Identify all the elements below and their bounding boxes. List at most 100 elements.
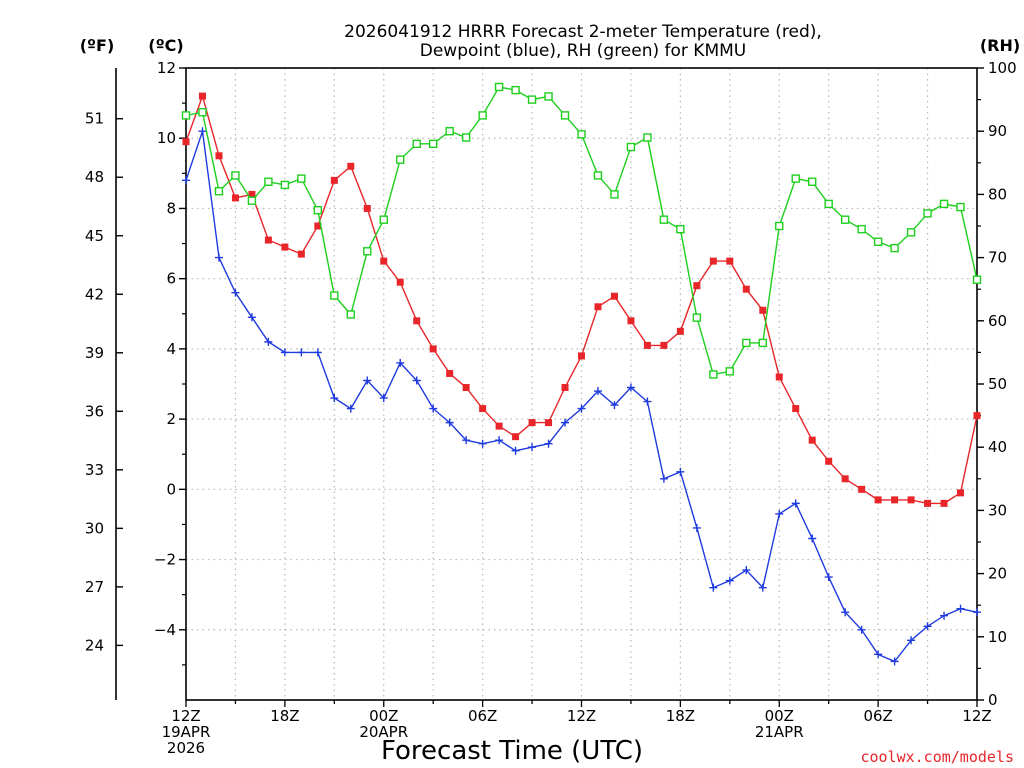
temperature-point xyxy=(446,369,454,377)
rh-point xyxy=(478,111,487,120)
rh-point xyxy=(857,224,866,234)
rh-tick-label: 80 xyxy=(988,185,1007,203)
x-axis-label: Forecast Time (UTC) xyxy=(381,736,643,766)
dewpoint-point xyxy=(544,439,553,448)
x-tick-label: 12Z xyxy=(962,707,991,725)
rh-tick-label: 50 xyxy=(988,375,1007,393)
temperature-point xyxy=(825,457,833,465)
dewpoint-point xyxy=(626,383,635,392)
rh-point xyxy=(280,180,290,190)
rh-tick-label: 0 xyxy=(988,691,998,709)
dewpoint-line xyxy=(185,130,978,663)
rh-point xyxy=(643,133,652,142)
dewpoint-point xyxy=(692,523,701,532)
temperature-point xyxy=(479,405,487,413)
temperature-point xyxy=(248,190,256,198)
rh-point xyxy=(379,215,388,224)
x-tick-label: 18Z xyxy=(270,707,299,725)
temperature-point xyxy=(742,285,750,293)
dewpoint-point xyxy=(264,337,273,346)
dewpoint-point xyxy=(659,474,668,483)
dewpoint-point xyxy=(528,443,537,452)
dewpoint-point xyxy=(593,387,602,396)
celsius-axis-unit: (ºC) xyxy=(148,36,183,55)
axes: 121086420−2−4514845423936333027241009080… xyxy=(85,59,1017,757)
temperature-point xyxy=(264,236,272,244)
rh-point xyxy=(676,224,685,234)
chart-title-line2: Dewpoint (blue), RH (green) for KMMU xyxy=(420,41,747,61)
dewpoint-point xyxy=(709,583,718,592)
fahrenheit-tick-label: 24 xyxy=(85,636,104,654)
rh-point xyxy=(972,275,982,284)
temperature-point xyxy=(874,496,882,504)
rh-tick-label: 90 xyxy=(988,122,1007,140)
dewpoint-point xyxy=(643,397,652,406)
rh-point xyxy=(445,126,454,136)
x-tick-label: 20APR xyxy=(359,723,408,741)
rh-point xyxy=(428,139,438,149)
rh-point xyxy=(363,247,372,256)
dewpoint-point xyxy=(247,313,256,322)
rh-point xyxy=(593,171,603,180)
dewpoint-point xyxy=(890,657,899,666)
x-tick-label: 06Z xyxy=(863,707,892,725)
temperature-point xyxy=(429,345,437,353)
dewpoint-point xyxy=(973,608,981,617)
dewpoint-point xyxy=(824,573,833,582)
temperature-point xyxy=(561,384,569,392)
rh-point xyxy=(824,199,833,209)
dewpoint-point xyxy=(808,534,817,543)
x-tick-label: 06Z xyxy=(468,707,497,725)
rh-point xyxy=(461,133,471,142)
temperature-point xyxy=(330,176,338,184)
rh-point xyxy=(511,85,520,95)
temperature-point xyxy=(182,138,190,146)
temperature-point xyxy=(841,475,849,483)
rh-point xyxy=(692,313,702,322)
rh-point xyxy=(709,370,718,379)
fahrenheit-tick-label: 33 xyxy=(85,461,104,479)
dewpoint-point xyxy=(791,499,800,508)
rh-point xyxy=(247,196,257,205)
temperature-point xyxy=(792,405,800,413)
temperature-point xyxy=(462,384,470,392)
rh-point xyxy=(412,139,421,149)
dewpoint-point xyxy=(182,176,190,185)
temperature-point xyxy=(396,278,404,286)
celsius-tick-label: 4 xyxy=(166,340,176,358)
temperature-point xyxy=(924,499,932,507)
temperature-point xyxy=(693,282,701,290)
temperature-point xyxy=(858,485,866,493)
x-tick-label: 19APR xyxy=(162,723,211,741)
dewpoint-point xyxy=(676,467,685,476)
credit-text: coolwx.com/models xyxy=(860,748,1014,766)
rh-point xyxy=(758,338,767,348)
rh-point xyxy=(906,228,916,237)
rh-point xyxy=(231,171,240,180)
dewpoint-point xyxy=(396,358,405,367)
dewpoint-point xyxy=(775,509,784,518)
temperature-point xyxy=(363,204,371,212)
temperature-point xyxy=(891,496,899,504)
temperature-point xyxy=(578,352,585,360)
x-tick-label: 21APR xyxy=(755,723,804,741)
dewpoint-point xyxy=(363,376,372,385)
temperature-point xyxy=(940,499,948,507)
temperature-point xyxy=(594,303,602,311)
celsius-tick-label: −4 xyxy=(154,621,176,639)
temperature-point xyxy=(215,152,223,160)
dewpoint-point xyxy=(725,576,734,585)
celsius-tick-label: 12 xyxy=(157,59,176,77)
temperature-point xyxy=(495,422,503,430)
dewpoint-point xyxy=(297,348,306,357)
celsius-tick-label: −2 xyxy=(154,551,176,569)
fahrenheit-tick-label: 36 xyxy=(85,402,104,420)
series-rh xyxy=(181,82,982,379)
fahrenheit-axis-unit: (ºF) xyxy=(80,36,115,55)
temperature-point xyxy=(297,250,305,258)
fahrenheit-tick-label: 42 xyxy=(85,285,104,303)
dewpoint-point xyxy=(577,404,586,413)
temperature-point xyxy=(314,222,322,230)
rh-tick-label: 20 xyxy=(988,565,1007,583)
